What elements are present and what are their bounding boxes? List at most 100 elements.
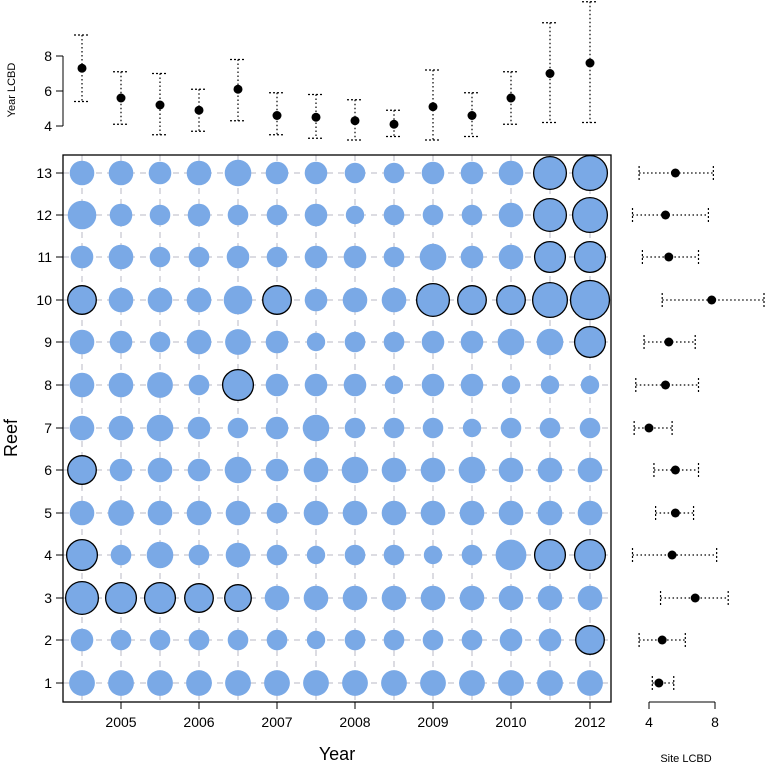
bubble-reef-6-col-1	[67, 455, 97, 485]
bubble-reef-3-col-1	[64, 580, 100, 616]
bubble-reef-4-col-11	[461, 544, 483, 566]
right-mean-point-3	[667, 550, 677, 560]
bubble-reef-3-col-14	[577, 585, 603, 611]
bubble-reef-3-col-11	[459, 585, 485, 611]
bubble-reef-2-col-7	[306, 630, 326, 650]
top-mean-point-2	[155, 100, 165, 110]
bubble-reef-9-col-2	[109, 330, 133, 354]
bubble-reef-1-col-7	[303, 670, 329, 696]
bubble-reef-11-col-5	[226, 245, 250, 269]
y-tick-label-1: 2	[44, 632, 52, 648]
bubble-reef-10-col-9	[381, 287, 407, 313]
bubble-reef-1-col-5	[225, 670, 251, 696]
right-x-axis-label: Site LCBD	[660, 753, 711, 765]
bubble-reef-6-col-2	[109, 458, 133, 482]
bubble-reef-12-col-9	[383, 204, 405, 226]
top-y-axis-label: Year LCBD	[6, 63, 18, 118]
right-mean-point-11	[661, 210, 670, 220]
bubble-reef-10-col-1	[67, 285, 97, 315]
top-mean-point-0	[77, 63, 87, 73]
bubble-reef-12-col-7	[304, 203, 328, 227]
bubble-reef-12-col-5	[227, 204, 249, 226]
bubble-reef-9-col-8	[344, 331, 366, 353]
x-tick-label-2: 2007	[261, 714, 292, 730]
bubble-reef-11-col-10	[419, 243, 447, 271]
y-tick-label-3: 4	[44, 547, 52, 563]
bubble-reef-5-col-6	[266, 502, 288, 524]
bubble-reef-8-col-6	[265, 373, 289, 397]
right-tick-label-0: 4	[645, 714, 653, 730]
bubble-reef-10-col-7	[304, 288, 328, 312]
x-tick-label-6: 2012	[574, 714, 605, 730]
bubble-reef-3-col-7	[303, 585, 329, 611]
bubble-reef-11-col-1	[70, 245, 94, 269]
bubble-reef-13-col-5	[224, 159, 252, 187]
top-panel: 4 6 8 Year LCBD	[6, 1, 598, 141]
bubble-reef-2-col-13	[538, 628, 562, 652]
bubble-reef-4-col-1	[65, 538, 99, 572]
top-mean-point-5	[272, 111, 282, 120]
bubble-reef-13-col-7	[304, 161, 328, 185]
right-error-bars	[631, 166, 765, 690]
bubble-reef-7-col-5	[227, 417, 249, 439]
bubble-reef-9-col-13	[536, 328, 564, 356]
bubble-reef-1-col-8	[342, 670, 368, 696]
bubble-reef-5-col-14	[577, 500, 603, 526]
bubble-reef-1-col-10	[420, 670, 446, 696]
bubble-reef-11-col-13	[533, 240, 567, 274]
bubble-reef-7-col-6	[265, 416, 289, 440]
top-mean-point-1	[116, 93, 126, 103]
bubble-reef-3-col-2	[104, 581, 138, 615]
bubble-reef-6-col-9	[381, 457, 407, 483]
x-tick-label-3: 2008	[339, 714, 370, 730]
bubble-reef-9-col-4	[186, 329, 212, 355]
y-tick-label-9: 10	[36, 292, 52, 308]
right-mean-point-12	[670, 168, 680, 178]
bubble-reef-9-col-12	[497, 328, 525, 356]
bubble-reef-6-col-7	[303, 457, 329, 483]
bubble-reef-9-col-14	[573, 325, 607, 359]
bubble-reef-5-col-4	[186, 500, 212, 526]
bubble-reef-7-col-3	[146, 414, 174, 442]
bubble-reef-8-col-5	[221, 368, 255, 402]
bubble-reef-12-col-6	[266, 204, 288, 226]
bubble-reef-4-col-10	[423, 545, 443, 565]
bubble-reef-6-col-11	[458, 456, 486, 484]
bubble-reef-2-col-4	[188, 629, 210, 651]
bubble-reef-3-col-5	[224, 584, 252, 612]
bubble-reef-6-col-13	[537, 457, 563, 483]
bubble-reef-13-col-13	[532, 155, 568, 191]
x-tick-label-0: 2005	[105, 714, 136, 730]
bubble-reef-6-col-14	[577, 457, 603, 483]
bubble-reef-13-col-12	[498, 160, 524, 186]
bubble-reef-13-col-3	[148, 161, 172, 185]
bubble-reef-7-col-2	[108, 415, 134, 441]
bubble-reef-10-col-5	[223, 285, 253, 315]
bubble-reef-1-col-11	[459, 670, 485, 696]
bubble-reef-7-col-4	[187, 416, 211, 440]
bubble-reef-5-col-5	[225, 500, 251, 526]
bubble-reef-3-col-10	[420, 585, 446, 611]
bubble-reef-11-col-3	[149, 246, 171, 268]
right-mean-point-7	[661, 380, 670, 390]
bubble-reef-8-col-3	[147, 372, 173, 398]
y-tick-label-4: 5	[44, 505, 52, 521]
bubble-reef-8-col-14	[580, 375, 600, 395]
bubble-reef-13-col-10	[421, 161, 445, 185]
grid-lines	[63, 155, 611, 702]
bubble-reef-2-col-8	[344, 629, 366, 651]
bubble-reef-2-col-1	[70, 628, 94, 652]
bubble-reef-5-col-12	[498, 500, 524, 526]
bubble-reef-12-col-1	[67, 200, 97, 230]
bubble-reef-4-col-14	[573, 538, 607, 572]
bubble-reef-8-col-7	[304, 373, 328, 397]
bubble-reef-13-col-4	[186, 160, 212, 186]
bubble-reef-11-col-6	[266, 246, 288, 268]
bubble-reef-5-col-1	[69, 500, 95, 526]
bubble-reef-3-col-6	[264, 585, 290, 611]
bubble-reef-5-col-10	[420, 500, 446, 526]
y-tick-label-8: 9	[44, 334, 52, 350]
top-mean-point-9	[428, 102, 438, 112]
